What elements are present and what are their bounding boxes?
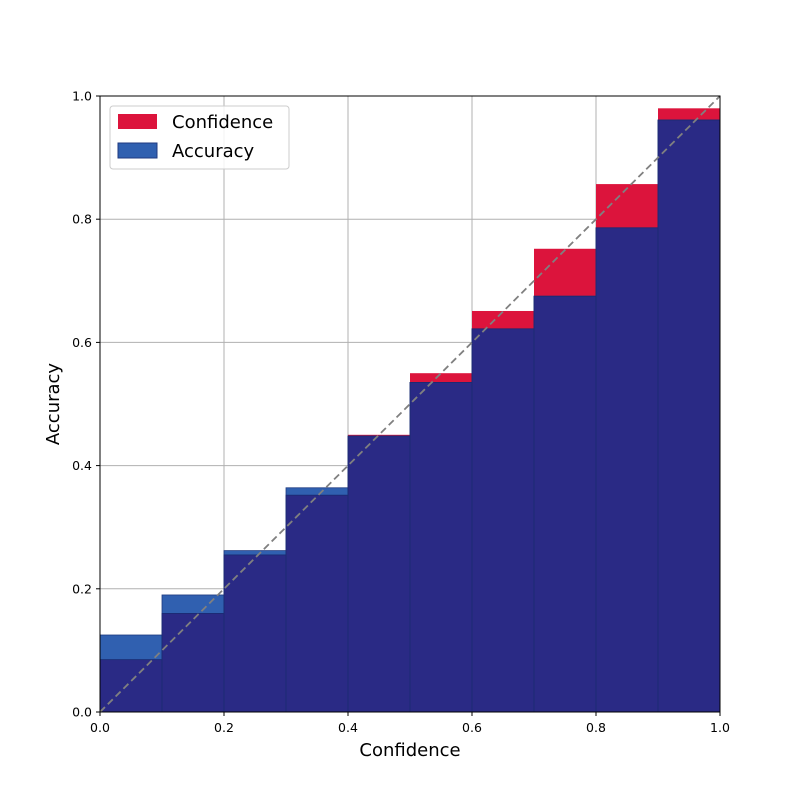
ticks: 0.0 0.2 0.4 0.6 0.8 1.0 0.0 0.2 0.4 0.6 0.8 1.0	[72, 89, 730, 736]
y-axis-title: Accuracy	[43, 363, 64, 446]
x-tick-label: 0.6	[462, 720, 482, 735]
x-tick-label: 0.4	[338, 720, 358, 735]
overlap-bar	[533, 295, 597, 713]
overlap-bar	[347, 435, 411, 713]
overlap-bar	[657, 119, 721, 713]
reference-line-layer	[99, 95, 721, 713]
x-tick-label: 0.0	[90, 720, 110, 735]
legend-label-confidence: Confidence	[172, 112, 273, 133]
legend-swatch-accuracy	[117, 142, 158, 159]
y-tick-label: 0.2	[72, 581, 92, 596]
perfect-calibration-line	[99, 95, 721, 713]
y-tick-label: 0.8	[72, 212, 92, 227]
plot-frame	[99, 95, 721, 713]
overlap-bar	[409, 382, 473, 713]
x-tick-label: 1.0	[710, 720, 730, 735]
legend: Confidence Accuracy	[109, 105, 290, 170]
x-tick-label: 0.2	[214, 720, 234, 735]
overlap-bar	[161, 613, 225, 713]
y-tick-label: 0.4	[72, 458, 92, 473]
y-tick-label: 0.0	[72, 705, 92, 720]
y-tick-label: 0.6	[72, 335, 92, 350]
bars	[99, 108, 721, 713]
y-tick-label: 1.0	[72, 89, 92, 104]
legend-label-accuracy: Accuracy	[172, 141, 255, 162]
overlap-bar	[595, 227, 659, 713]
legend-swatch-confidence	[118, 114, 157, 129]
overlap-bar	[223, 554, 287, 713]
overlap-bar	[285, 494, 349, 713]
x-tick-label: 0.8	[586, 720, 606, 735]
overlap-bar	[99, 659, 163, 713]
overlap-bar	[471, 328, 535, 713]
x-axis-title: Confidence	[359, 740, 460, 761]
